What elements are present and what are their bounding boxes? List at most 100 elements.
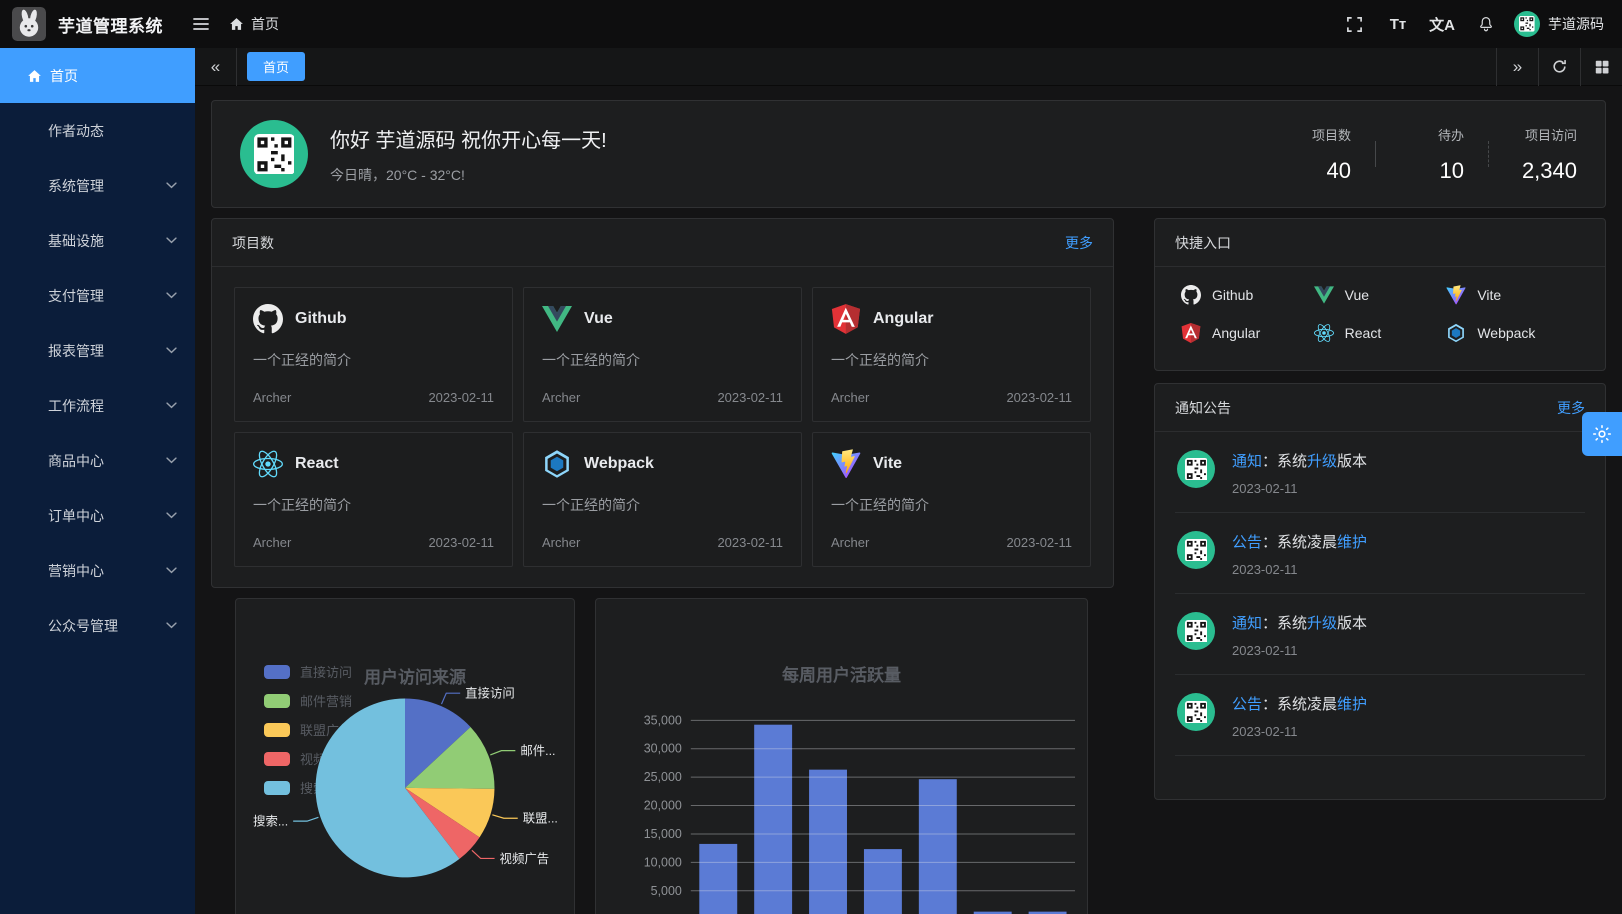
quick-link-vue[interactable]: Vue [1313,285,1447,305]
bar-周二[interactable] [754,724,793,914]
welcome-stats: 项目数 40 待办 10 项目访问 2,340 [1287,125,1577,184]
sidebar-item-workflow[interactable]: 工作流程 [0,378,195,433]
hamburger-menu-icon[interactable] [185,0,217,48]
bar-周五[interactable] [918,779,957,914]
project-card-react[interactable]: React 一个正经的简介 Archer 2023-02-11 [234,432,513,567]
project-desc: 一个正经的简介 [542,352,640,368]
notice-item[interactable]: 公告：系统凌晨维护 2023-02-11 [1175,513,1585,594]
tabs-scroll-left-icon[interactable]: « [195,47,237,86]
legend-swatch [264,751,290,766]
tabs-scroll-right-icon[interactable]: » [1496,47,1538,86]
quick-link-label: React [1344,325,1382,341]
pie-slice-2[interactable] [405,787,495,838]
vue-icon [1313,286,1334,304]
y-axis-label: 5,000 [651,884,682,898]
legend-swatch [264,693,290,708]
sidebar-item-marketing-center[interactable]: 营销中心 [0,543,195,598]
bar-周四[interactable] [863,849,902,914]
notice-item[interactable]: 通知：系统升级版本 2023-02-11 [1175,594,1585,675]
pie-slice-0[interactable] [405,698,471,788]
quick-link-github[interactable]: Github [1181,285,1314,305]
notice-date: 2023-02-11 [1232,562,1298,577]
notice-title: 公告：系统凌晨维护 [1232,696,1368,713]
font-size-icon[interactable]: Tт [1389,15,1407,33]
notification-bell-icon[interactable] [1470,0,1502,48]
welcome-card: 你好 芋道源码 祝你开心每一天! 今日晴，20°C - 32°C! 项目数 40… [211,100,1606,208]
sidebar-item-label: 营销中心 [48,562,104,579]
project-card-angular[interactable]: Angular 一个正经的简介 Archer 2023-02-11 [812,287,1091,422]
notices-more-link[interactable]: 更多 [1557,399,1585,416]
bar-周三[interactable] [809,769,847,914]
breadcrumb[interactable]: 首页 [229,14,279,34]
project-card-vue[interactable]: Vue 一个正经的简介 Archer 2023-02-11 [523,287,802,422]
quick-link-webpack[interactable]: Webpack [1446,323,1579,343]
notice-item[interactable]: 通知：系统升级版本 2023-02-11 [1175,432,1585,513]
project-desc: 一个正经的简介 [831,497,929,513]
notice-item[interactable]: 公告：系统凌晨维护 2023-02-11 [1175,675,1585,756]
pie-slice-4[interactable] [315,698,460,878]
project-desc: 一个正经的简介 [831,352,929,368]
quick-link-angular[interactable]: Angular [1181,323,1314,343]
pie-label-line [490,750,516,756]
angular-icon [1181,323,1201,343]
tabbar: « 首页 » [195,47,1622,86]
gear-icon [1592,424,1612,444]
project-card-github[interactable]: Github 一个正经的简介 Archer 2023-02-11 [234,287,513,422]
sidebar-item-infrastructure[interactable]: 基础设施 [0,213,195,268]
project-card-webpack[interactable]: Webpack 一个正经的简介 Archer 2023-02-11 [523,432,802,567]
layout-grid-icon[interactable] [1580,47,1622,86]
sidebar-item-label: 工作流程 [48,397,104,414]
stat-projects: 项目数 40 [1287,125,1351,184]
project-card-vite[interactable]: Vite 一个正经的简介 Archer 2023-02-11 [812,432,1091,567]
sidebar-item-author-news[interactable]: 作者动态 [0,103,195,158]
notices-title: 通知公告 [1175,399,1231,416]
quick-link-react[interactable]: React [1313,323,1447,343]
quick-links-grid: Github Vue Vite Angular [1155,267,1605,361]
project-date: 2023-02-11 [428,390,494,405]
quick-link-vite[interactable]: Vite [1446,285,1579,305]
sidebar-item-label: 系统管理 [48,177,104,194]
github-icon [253,304,283,334]
legend-item-0[interactable]: 直接访问 [264,662,352,681]
bar-chart-title: 每周用户活跃量 [782,666,901,685]
legend-item-1[interactable]: 邮件营销 [264,691,352,710]
notice-avatar [1177,450,1215,488]
tab-home[interactable]: 首页 [247,52,306,81]
pie-slice-1[interactable] [405,726,495,789]
fullscreen-icon[interactable] [1338,0,1370,48]
sidebar-item-order-center[interactable]: 订单中心 [0,488,195,543]
user-menu[interactable]: 芋道源码 [1514,11,1604,37]
sidebar: 首页 作者动态 系统管理 基础设施 支付管理 报表管理 工作流程 商品中心 订单… [0,48,195,914]
sidebar-item-label: 作者动态 [48,122,104,139]
sidebar-item-system-management[interactable]: 系统管理 [0,158,195,213]
sidebar-item-label: 支付管理 [48,287,104,304]
chevron-down-icon [166,622,177,629]
weather-text: 今日晴，20°C - 32°C! [330,166,465,183]
bar-周一[interactable] [699,843,738,914]
pie-chart-card: 用户访问来源 直接访问邮件营销联盟广告视频广告搜索引擎 直接访问邮件...联盟.… [235,598,575,914]
bar-周日[interactable] [1028,911,1067,914]
sidebar-item-payment-management[interactable]: 支付管理 [0,268,195,323]
project-date: 2023-02-11 [1006,535,1072,550]
project-date: 2023-02-11 [1006,390,1072,405]
sidebar-item-label: 公众号管理 [48,617,118,634]
sidebar-item-home[interactable]: 首页 [0,48,195,103]
username: 芋道源码 [1548,16,1604,32]
stat-label: 待办 [1437,127,1464,143]
quick-link-label: Angular [1212,325,1261,341]
settings-gear-button[interactable] [1582,412,1622,456]
pie-chart-title: 用户访问来源 [364,668,466,687]
sidebar-item-report-management[interactable]: 报表管理 [0,323,195,378]
refresh-icon[interactable] [1538,47,1580,86]
y-axis-label: 25,000 [644,770,682,784]
language-icon[interactable]: 文A [1429,16,1455,34]
projects-more-link[interactable]: 更多 [1065,234,1093,251]
projects-card-title: 项目数 [232,234,274,251]
pie-slice-3[interactable] [405,787,480,859]
stat-todo: 待办 10 [1400,125,1464,184]
chevron-down-icon [166,402,177,409]
sidebar-item-product-center[interactable]: 商品中心 [0,433,195,488]
sidebar-item-official-account[interactable]: 公众号管理 [0,598,195,653]
user-avatar [1514,11,1540,37]
bar-周六[interactable] [973,911,1012,914]
